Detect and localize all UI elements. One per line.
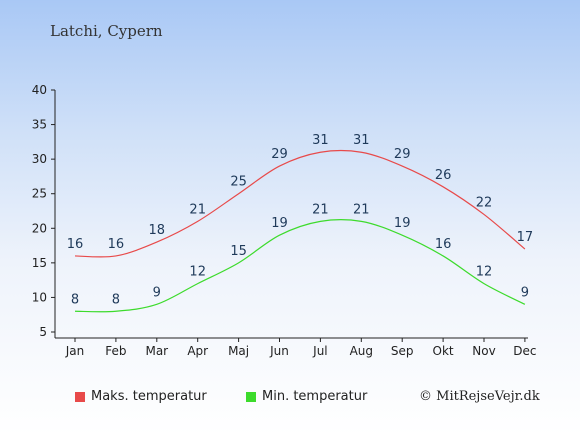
min-temperature-line bbox=[74, 219, 526, 313]
x-tick-label: Nov bbox=[472, 344, 495, 358]
x-tick-label: Jul bbox=[312, 344, 327, 358]
y-tick-label: 40 bbox=[32, 83, 47, 97]
y-tick-label: 30 bbox=[32, 152, 47, 166]
min-data-label: 9 bbox=[153, 285, 161, 300]
max-data-label: 18 bbox=[149, 223, 166, 238]
legend-max: Maks. temperatur bbox=[75, 389, 207, 404]
legend-max-label: Maks. temperatur bbox=[91, 389, 207, 404]
x-tick-label: Jun bbox=[269, 344, 289, 358]
max-data-label: 31 bbox=[353, 133, 370, 148]
min-data-label: 8 bbox=[71, 292, 79, 307]
x-tick-label: Maj bbox=[228, 344, 249, 358]
min-data-label: 12 bbox=[476, 265, 493, 280]
min-data-label: 21 bbox=[312, 202, 329, 217]
legend-min-label: Min. temperatur bbox=[262, 389, 368, 404]
credit-text: © MitRejseVejr.dk bbox=[419, 389, 540, 404]
x-tick-label: Sep bbox=[391, 344, 414, 358]
min-data-label: 12 bbox=[189, 265, 206, 280]
min-data-label: 9 bbox=[521, 285, 529, 300]
y-tick-label: 5 bbox=[39, 325, 47, 339]
min-data-label: 15 bbox=[230, 244, 247, 259]
max-data-label: 22 bbox=[476, 195, 493, 210]
min-data-label: 8 bbox=[112, 292, 120, 307]
x-tick-label: Dec bbox=[513, 344, 536, 358]
max-data-label: 29 bbox=[394, 147, 411, 162]
max-data-label: 17 bbox=[517, 230, 534, 245]
max-data-label: 16 bbox=[67, 237, 84, 252]
y-tick-label: 20 bbox=[32, 221, 47, 235]
legend-min-swatch bbox=[246, 391, 256, 402]
min-data-label: 21 bbox=[353, 202, 370, 217]
x-tick-label: Apr bbox=[187, 344, 208, 358]
max-data-label: 21 bbox=[189, 202, 206, 217]
max-data-label: 26 bbox=[435, 168, 452, 183]
x-tick-label: Mar bbox=[145, 344, 168, 358]
max-data-label: 31 bbox=[312, 133, 329, 148]
legend-max-swatch bbox=[75, 391, 85, 402]
min-data-label: 19 bbox=[271, 216, 288, 231]
x-tick-label: Jan bbox=[65, 344, 85, 358]
y-tick-label: 35 bbox=[32, 118, 47, 132]
max-temperature-line bbox=[74, 149, 526, 258]
max-data-label: 29 bbox=[271, 147, 288, 162]
x-tick-label: Feb bbox=[105, 344, 126, 358]
min-data-label: 19 bbox=[394, 216, 411, 231]
max-data-label: 16 bbox=[108, 237, 125, 252]
chart-title: Latchi, Cypern bbox=[50, 22, 163, 40]
x-tick-label: Okt bbox=[433, 344, 454, 358]
y-tick-label: 10 bbox=[32, 290, 47, 304]
max-data-label: 25 bbox=[230, 175, 247, 190]
legend-min: Min. temperatur bbox=[246, 389, 367, 404]
y-tick-label: 15 bbox=[32, 256, 47, 270]
x-tick-label: Aug bbox=[350, 344, 373, 358]
y-tick-label: 25 bbox=[32, 187, 47, 201]
min-data-label: 16 bbox=[435, 237, 452, 252]
